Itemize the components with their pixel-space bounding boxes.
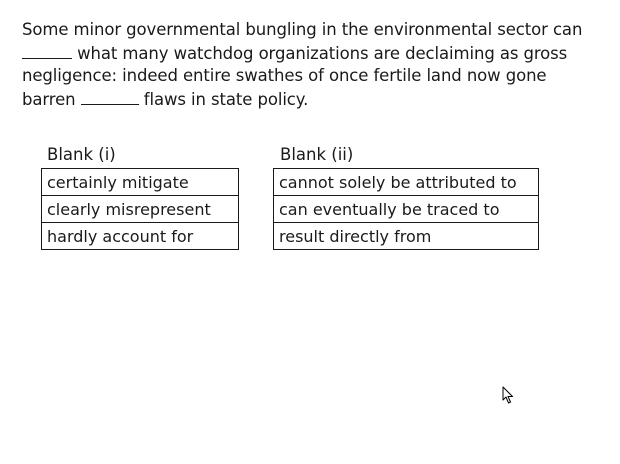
- blank-ii-option-row: cannot solely be attributed to: [273, 168, 539, 196]
- blank-i-options-table: certainly mitigate clearly misrepresent …: [41, 168, 239, 250]
- blank-ii-title: Blank (ii): [280, 145, 354, 164]
- blank-i-title: Blank (i): [47, 145, 116, 164]
- blank-i-option-row: certainly mitigate: [41, 168, 239, 196]
- blank-ii-option-3[interactable]: result directly from: [273, 222, 539, 250]
- blank-ii-options-table: cannot solely be attributed to can event…: [273, 168, 539, 250]
- blank-ii-option-row: can eventually be traced to: [273, 195, 539, 223]
- blank-ii-option-1[interactable]: cannot solely be attributed to: [273, 168, 539, 196]
- question-line-4: barren flaws in state policy.: [22, 88, 602, 112]
- question-line-3: negligence: indeed entire swathes of onc…: [22, 66, 547, 86]
- blank-ii-placeholder: [80, 88, 139, 105]
- question-line-4-end: flaws in state policy.: [138, 89, 309, 109]
- blank-i-option-3[interactable]: hardly account for: [41, 222, 239, 250]
- question-line-4-start: barren: [22, 89, 81, 109]
- question-line-2-text: what many watchdog organizations are dec…: [72, 43, 568, 63]
- question-line-2: what many watchdog organizations are dec…: [22, 42, 602, 66]
- blank-i-option-row: hardly account for: [41, 222, 239, 250]
- blank-i-option-2[interactable]: clearly misrepresent: [41, 195, 239, 223]
- question-line-1: Some minor governmental bungling in the …: [22, 20, 583, 39]
- blank-i-placeholder: [22, 42, 72, 59]
- blank-i-option-1[interactable]: certainly mitigate: [41, 168, 239, 196]
- blank-ii-option-2[interactable]: can eventually be traced to: [273, 195, 539, 223]
- mouse-pointer-icon: [502, 386, 513, 404]
- blank-ii-option-row: result directly from: [273, 222, 539, 250]
- blank-i-option-row: clearly misrepresent: [41, 195, 239, 223]
- question-text: Some minor governmental bungling in the …: [22, 19, 602, 111]
